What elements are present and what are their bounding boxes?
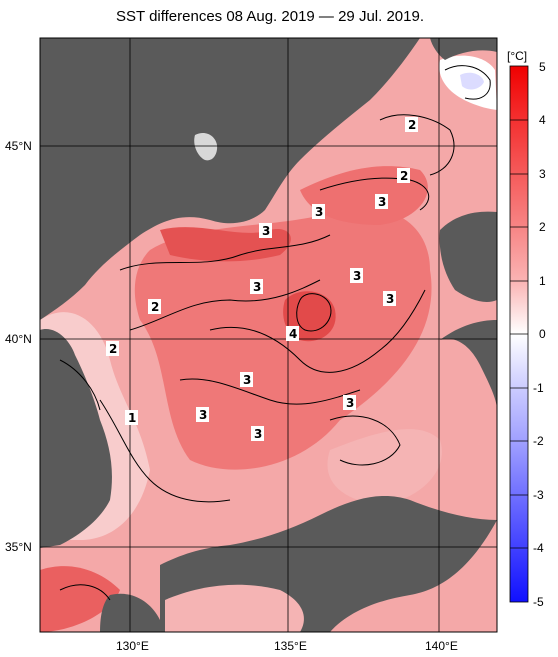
lon-label: 135°E [274,639,307,653]
land-honshu-north [440,320,497,410]
land-hokkaido [439,211,497,302]
colorbar-tick-label: 4 [539,113,546,127]
contour-label: 1 [128,411,136,425]
lon-label: 140°E [425,639,458,653]
lon-label: 130°E [116,639,149,653]
colorbar-tick-label: 1 [539,274,546,288]
lat-label: 35°N [5,540,32,554]
contour-line [119,234,331,271]
colorbar: [°C] 5 4 3 2 1 0 -1 -2 -3 -4 -5 [507,49,546,609]
map-frame [39,37,498,633]
contour-line [59,584,111,601]
contour-line [296,293,332,332]
colorbar-tick-label: 5 [539,60,546,74]
contour-label: 3 [254,427,262,441]
colorbar-tick-label: 0 [539,327,546,341]
contour-label: 3 [199,408,207,422]
contour-line [59,359,101,411]
colorbar-tick-label: -5 [533,595,544,609]
contour-line [329,415,401,466]
contour-label: 3 [353,269,361,283]
warm-region-southwest [40,566,120,632]
land-korea [40,329,112,548]
cool-patch [460,72,484,90]
colorbar-tick-label: -4 [533,541,544,555]
warm-region-north-coast [160,227,291,262]
contour-label: 2 [400,169,408,183]
lat-label: 45°N [5,139,32,153]
contour-label: 3 [386,292,394,306]
land-honshu [160,320,497,632]
contour-line [179,378,361,405]
colorbar-tick-label: 2 [539,220,546,234]
map-title: SST differences 08 Aug. 2019 — 29 Jul. 2… [116,8,424,25]
lake-khanka [194,133,218,161]
contour-line [129,279,321,331]
contour-label: 3 [262,224,270,238]
sea-inland [165,584,304,632]
colorbar-tick-label: 3 [539,167,546,181]
contour-label: 4 [289,327,297,341]
colorbar-tick-label: -1 [533,381,544,395]
contour-label: 3 [315,205,323,219]
contour-line [444,65,491,100]
colorbar-tick-label: -2 [533,434,544,448]
contour-label: 2 [408,118,416,132]
colorbar-tick-label: -3 [533,488,544,502]
colorbar-unit: [°C] [507,49,527,63]
contour-label: 3 [378,195,386,209]
contour-label: 2 [109,342,117,356]
sea-pacific [330,520,497,632]
contour-line [99,399,231,503]
warm-region-northeast [300,166,428,225]
contour-label: 3 [346,396,354,410]
contour-label: 3 [243,373,251,387]
contour-label: 3 [253,280,261,294]
land-asia [40,38,420,320]
light-region-japan-coast [327,429,442,505]
land-sakhalin [430,38,497,60]
contour-line [379,114,455,176]
lat-label: 40°N [5,332,32,346]
contour-label: 2 [151,300,159,314]
contour-line [209,289,426,373]
